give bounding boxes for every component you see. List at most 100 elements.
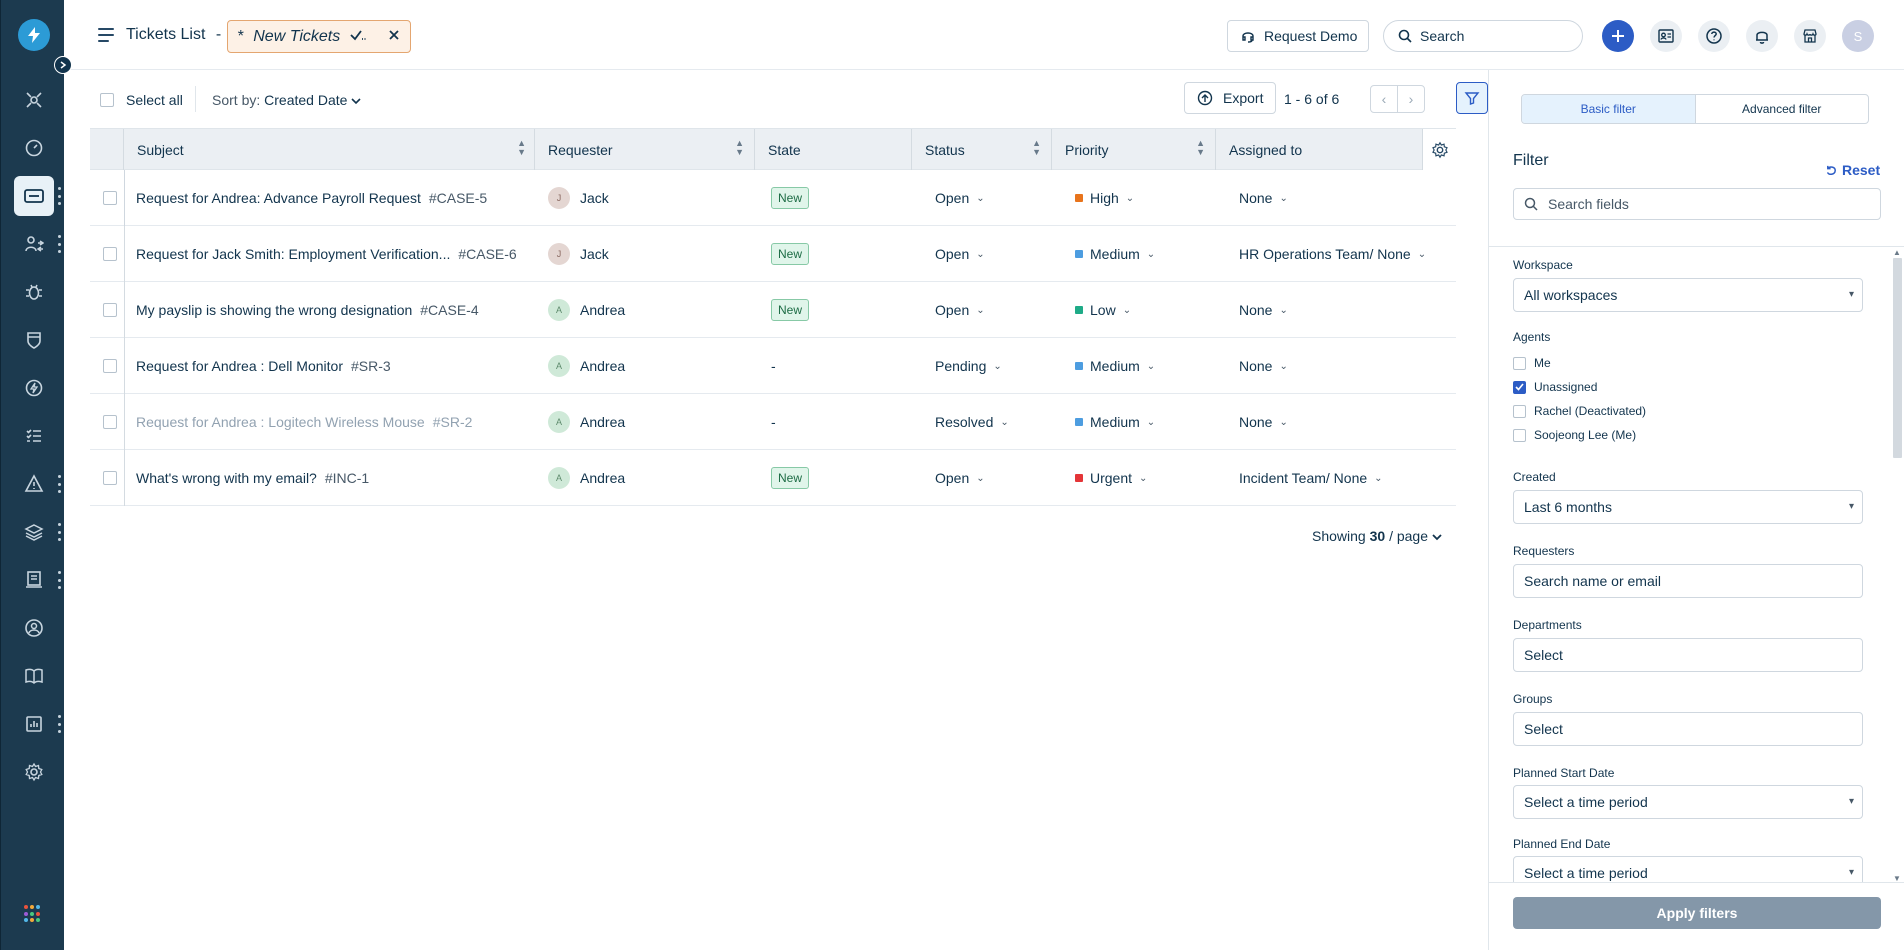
apps-grid-icon[interactable] xyxy=(24,905,42,923)
requester-cell[interactable]: A Andrea xyxy=(548,282,625,338)
select-all[interactable]: Select all xyxy=(100,92,183,108)
planned-start-select[interactable]: Select a time period ▾ xyxy=(1513,785,1863,819)
save-view-icon[interactable] xyxy=(350,28,366,45)
sidebar-more-icon[interactable] xyxy=(56,187,62,205)
ticket-subject-link[interactable]: My payslip is showing the wrong designat… xyxy=(136,282,479,338)
search-fields-input[interactable]: Search fields xyxy=(1513,188,1881,220)
ticket-subject[interactable]: Request for Jack Smith: Employment Verif… xyxy=(136,246,451,262)
help-button[interactable] xyxy=(1698,20,1730,52)
ticket-subject-link[interactable]: Request for Jack Smith: Employment Verif… xyxy=(136,226,517,282)
sidebar-item-alerts[interactable] xyxy=(14,464,54,504)
priority-dropdown[interactable]: Low ⌄ xyxy=(1075,282,1131,338)
row-checkbox[interactable] xyxy=(103,471,117,485)
sort-icon[interactable]: ▲ ▼ xyxy=(1196,138,1205,157)
global-search-input[interactable]: Search xyxy=(1383,20,1583,52)
sidebar-more-icon[interactable] xyxy=(56,475,62,493)
sidebar-item-analytics[interactable] xyxy=(14,128,54,168)
ticket-subject[interactable]: Request for Andrea: Advance Payroll Requ… xyxy=(136,190,421,206)
sidebar-more-icon[interactable] xyxy=(56,235,62,253)
sidebar-item-org[interactable] xyxy=(14,608,54,648)
status-dropdown[interactable]: Open ⌄ xyxy=(935,450,985,506)
agent-option[interactable]: Soojeong Lee (Me) xyxy=(1513,428,1636,442)
status-dropdown[interactable]: Resolved ⌄ xyxy=(935,394,1009,450)
column-settings-button[interactable] xyxy=(1422,129,1456,170)
sidebar-item-tickets[interactable] xyxy=(14,176,54,216)
requesters-input[interactable]: Search name or email xyxy=(1513,564,1863,598)
sidebar-item-tasks[interactable] xyxy=(14,416,54,456)
filter-scrollbar[interactable] xyxy=(1893,258,1902,458)
status-dropdown[interactable]: Pending ⌄ xyxy=(935,338,1002,394)
notifications-button[interactable] xyxy=(1746,20,1778,52)
ticket-subject-link[interactable]: Request for Andrea : Logitech Wireless M… xyxy=(136,394,472,450)
view-chip[interactable]: * New Tickets xyxy=(227,20,411,53)
priority-dropdown[interactable]: High ⌄ xyxy=(1075,170,1134,226)
column-header-requester[interactable]: Requester ▲ ▼ xyxy=(534,129,754,170)
sidebar-more-icon[interactable] xyxy=(56,571,62,589)
sidebar-expand-icon[interactable] xyxy=(54,56,72,74)
select-all-checkbox[interactable] xyxy=(100,93,114,107)
assigned-dropdown[interactable]: None ⌄ xyxy=(1239,394,1288,450)
requester-cell[interactable]: J Jack xyxy=(548,226,609,282)
row-checkbox[interactable] xyxy=(103,247,117,261)
sidebar-item-settings[interactable] xyxy=(14,752,54,792)
agent-checkbox[interactable] xyxy=(1513,404,1526,418)
column-header-status[interactable]: Status ▲ ▼ xyxy=(911,129,1051,170)
sidebar-item-changes[interactable] xyxy=(14,224,54,264)
table-row[interactable]: My payslip is showing the wrong designat… xyxy=(90,282,1456,338)
sidebar-item-layers[interactable] xyxy=(14,512,54,552)
assigned-dropdown[interactable]: None ⌄ xyxy=(1239,170,1288,226)
filter-toggle-button[interactable] xyxy=(1456,82,1488,114)
ticket-subject[interactable]: My payslip is showing the wrong designat… xyxy=(136,302,413,318)
sort-icon[interactable]: ▲ ▼ xyxy=(517,138,526,157)
view-name[interactable]: New Tickets xyxy=(253,27,341,45)
ticket-subject[interactable]: Request for Andrea : Dell Monitor xyxy=(136,358,343,374)
status-dropdown[interactable]: Open ⌄ xyxy=(935,226,985,282)
table-row[interactable]: Request for Jack Smith: Employment Verif… xyxy=(90,226,1456,282)
column-header-subject[interactable]: Subject ▲ ▼ xyxy=(123,129,536,170)
ticket-subject-link[interactable]: Request for Andrea : Dell Monitor #SR-3 xyxy=(136,338,391,394)
scroll-down-arrow[interactable]: ▼ xyxy=(1893,874,1901,883)
ticket-subject[interactable]: What's wrong with my email? xyxy=(136,470,317,486)
requester-cell[interactable]: A Andrea xyxy=(548,450,625,506)
status-dropdown[interactable]: Open ⌄ xyxy=(935,170,985,226)
sort-icon[interactable]: ▲ ▼ xyxy=(1032,138,1041,157)
table-row[interactable]: Request for Andrea : Dell Monitor #SR-3 … xyxy=(90,338,1456,394)
app-logo-icon[interactable] xyxy=(18,19,50,51)
row-checkbox[interactable] xyxy=(103,191,117,205)
table-row[interactable]: Request for Andrea: Advance Payroll Requ… xyxy=(90,170,1456,226)
agent-checkbox[interactable] xyxy=(1513,428,1526,442)
reset-filters-button[interactable]: Reset xyxy=(1825,162,1880,178)
row-checkbox[interactable] xyxy=(103,415,117,429)
agent-option[interactable]: Unassigned xyxy=(1513,380,1597,394)
request-demo-button[interactable]: Request Demo xyxy=(1227,20,1369,52)
column-header-priority[interactable]: Priority ▲ ▼ xyxy=(1051,129,1215,170)
created-select[interactable]: Last 6 months ▾ xyxy=(1513,490,1863,524)
contacts-button[interactable] xyxy=(1650,20,1682,52)
priority-dropdown[interactable]: Medium ⌄ xyxy=(1075,394,1155,450)
agent-checkbox[interactable] xyxy=(1513,356,1526,370)
sidebar-item-dashboard[interactable] xyxy=(14,80,54,120)
assigned-dropdown[interactable]: HR Operations Team/ None ⌄ xyxy=(1239,226,1426,282)
groups-select[interactable]: Select xyxy=(1513,712,1863,746)
agent-option[interactable]: Rachel (Deactivated) xyxy=(1513,404,1646,418)
page-size-selector[interactable]: Showing 30 / page xyxy=(1312,528,1442,544)
requester-cell[interactable]: J Jack xyxy=(548,170,609,226)
assigned-dropdown[interactable]: Incident Team/ None ⌄ xyxy=(1239,450,1383,506)
sidebar-item-reports[interactable] xyxy=(14,704,54,744)
assigned-dropdown[interactable]: None ⌄ xyxy=(1239,282,1288,338)
close-view-icon[interactable] xyxy=(388,28,400,46)
agent-option[interactable]: Me xyxy=(1513,356,1551,370)
priority-dropdown[interactable]: Medium ⌄ xyxy=(1075,338,1155,394)
agent-checkbox[interactable] xyxy=(1513,380,1526,394)
sidebar-item-automations[interactable] xyxy=(14,368,54,408)
sidebar-item-contracts[interactable] xyxy=(14,560,54,600)
priority-dropdown[interactable]: Urgent ⌄ xyxy=(1075,450,1147,506)
next-page-button[interactable]: › xyxy=(1397,85,1425,113)
ticket-subject-link[interactable]: Request for Andrea: Advance Payroll Requ… xyxy=(136,170,487,226)
sort-by-dropdown[interactable]: Sort by: Created Date xyxy=(212,92,361,108)
column-header-state[interactable]: State xyxy=(754,129,911,170)
tab-basic-filter[interactable]: Basic filter xyxy=(1522,95,1696,123)
workspace-select[interactable]: All workspaces ▾ xyxy=(1513,278,1863,312)
sidebar-item-knowledge-base[interactable] xyxy=(14,656,54,696)
assigned-dropdown[interactable]: None ⌄ xyxy=(1239,338,1288,394)
